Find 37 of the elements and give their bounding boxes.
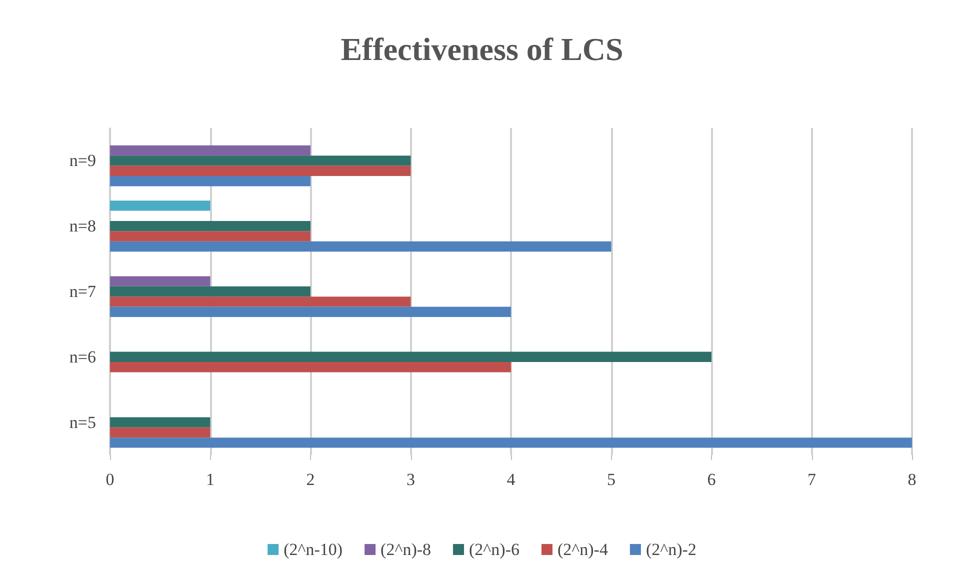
bar [110, 362, 511, 372]
y-tick-label: n=8 [69, 216, 96, 236]
x-tick-label: 2 [306, 470, 315, 489]
x-tick-label: 7 [808, 470, 816, 489]
bar [110, 200, 210, 211]
bar [110, 156, 411, 166]
y-tick-label: n=9 [69, 151, 96, 170]
bar [110, 145, 310, 156]
bar [110, 438, 912, 448]
legend-label: (2^n-10) [284, 540, 343, 559]
x-tick-label: 3 [406, 470, 415, 489]
x-tick-label: 5 [607, 470, 616, 489]
bar [110, 306, 511, 318]
chart-title: Effectiveness of LCS [340, 31, 624, 67]
bar [110, 296, 411, 307]
bar [110, 176, 310, 186]
bar [110, 241, 612, 252]
bar [110, 166, 411, 176]
legend-label: (2^n)-8 [380, 540, 432, 559]
y-tick-label: n=7 [69, 282, 96, 301]
x-tick-label: 4 [506, 470, 516, 489]
bar [110, 231, 310, 242]
bar [110, 221, 310, 232]
x-tick-label: 1 [206, 470, 214, 489]
y-tick-label: n=5 [69, 412, 96, 432]
x-tick-label: 6 [707, 470, 716, 489]
bar [110, 352, 712, 362]
bar [110, 417, 210, 428]
y-tick-label: n=6 [69, 347, 96, 366]
legend-label: (2^n)-4 [557, 540, 608, 559]
legend-label: (2^n)-6 [469, 540, 520, 559]
bar [110, 427, 210, 438]
bar [110, 286, 310, 297]
legend-label: (2^n)-2 [646, 540, 696, 559]
x-tick-label: 8 [908, 470, 916, 489]
bar [110, 276, 210, 286]
x-tick-label: 0 [106, 470, 114, 489]
